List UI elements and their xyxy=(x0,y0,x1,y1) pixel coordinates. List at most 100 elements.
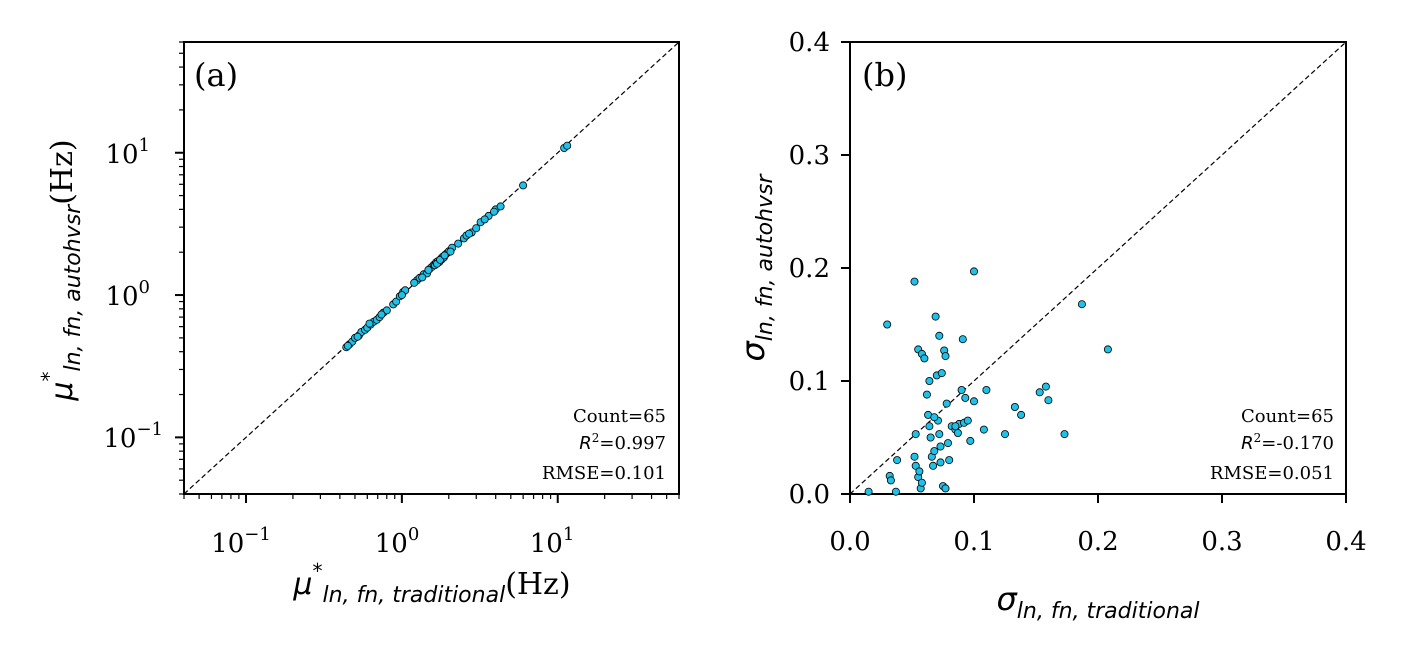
panel-a-point xyxy=(418,273,427,282)
panel-b-point xyxy=(937,369,946,378)
panel-b-point xyxy=(970,397,979,406)
panel-b-point xyxy=(941,484,950,493)
panel-b-point xyxy=(910,452,919,461)
panel-b-r2: R2=-0.170 xyxy=(1241,431,1334,454)
panel-b-point xyxy=(979,425,988,434)
panel-b-x-tick-labels: 0.0 0.1 0.2 0.3 0.4 xyxy=(829,527,1366,557)
panel-b-point xyxy=(1077,300,1086,309)
panel-b-point xyxy=(911,430,920,439)
panel-b-point xyxy=(1060,430,1069,439)
panel-a-r2-symbol: R xyxy=(579,433,592,454)
panel-b-ytick-3: 0.3 xyxy=(789,141,830,171)
panel-b-point xyxy=(893,456,902,465)
panel-b-point xyxy=(891,487,900,496)
panel-a-point xyxy=(382,306,391,315)
panel-a-ytick-1: 100 xyxy=(105,277,150,312)
panel-b-point xyxy=(970,267,979,276)
panel-b-point xyxy=(982,385,991,394)
panel-b-ytick-0: 0.0 xyxy=(789,480,830,510)
panel-a-point xyxy=(519,181,528,190)
panel-a-point xyxy=(496,202,505,211)
panel-b-xtick-2: 0.2 xyxy=(1077,527,1118,557)
panel-a-point xyxy=(343,341,352,350)
panel-b-xlabel: σln, fn, traditional xyxy=(997,580,1200,624)
panel-a-xtick-1: 100 xyxy=(375,524,420,559)
panel-a-frame xyxy=(183,41,680,495)
panel-b-stats: Count=65 R2=-0.170 RMSE=0.051 xyxy=(1210,406,1334,484)
panel-b-point xyxy=(931,312,940,321)
panel-a-point xyxy=(480,215,489,224)
panel-b-point xyxy=(1010,402,1019,411)
panel-a-point xyxy=(454,239,463,248)
panel-b-ticks xyxy=(841,41,1347,503)
panel-a-r2-value: =0.997 xyxy=(599,433,666,454)
panel-b-point xyxy=(935,430,944,439)
panel-b-point xyxy=(929,461,938,470)
panel-b-ytick-2: 0.2 xyxy=(789,254,830,284)
panel-b-r2-exp: 2 xyxy=(1254,431,1262,445)
panel-b-point xyxy=(951,422,960,431)
panel-a-point xyxy=(365,319,374,328)
panel-b-ytick-1: 0.1 xyxy=(789,367,830,397)
panel-b-point xyxy=(917,478,926,487)
panel-b-point xyxy=(945,456,954,465)
panel-b-point xyxy=(930,447,939,456)
panel-a-r2: R2=0.997 xyxy=(579,431,666,454)
panel-a-count: Count=65 xyxy=(573,406,666,427)
panel-b-ytick-4: 0.4 xyxy=(789,28,830,58)
panel-a-ytick-0: 10−1 xyxy=(103,419,163,454)
panel-a-xtick-0: 10−1 xyxy=(211,524,271,559)
panel-a-point xyxy=(353,332,362,341)
panel-b-point xyxy=(886,476,895,485)
panel-a-rmse: RMSE=0.101 xyxy=(542,463,666,484)
panel-a-ytick-2: 101 xyxy=(105,135,150,170)
panel-b-point xyxy=(1041,382,1050,391)
panel-b-ylabel: σln, fn, autohvsr xyxy=(734,173,778,362)
panel-b-point xyxy=(930,413,939,422)
panel-b-point xyxy=(1017,410,1026,419)
panel-b-point xyxy=(1035,388,1044,397)
panel-a-major-ticks xyxy=(175,151,559,503)
panel-a-point xyxy=(489,207,498,216)
panel-a-xtick-2: 101 xyxy=(530,524,575,559)
panel-b-point xyxy=(1044,396,1053,405)
panel-a-x-tick-labels: 10−1 100 101 xyxy=(211,524,574,559)
panel-b: (b) Count=65 R2=-0.170 RMSE=0.051 0.0 0.… xyxy=(734,28,1367,624)
panel-a-xlabel: μ*ln, fn, traditional(Hz) xyxy=(292,559,570,608)
panel-b-point xyxy=(911,461,920,470)
panel-a-r2-exp: 2 xyxy=(592,431,600,445)
panel-b-point xyxy=(925,376,934,385)
panel-b-point xyxy=(935,331,944,340)
panel-b-point xyxy=(941,352,950,361)
panel-b-xtick-0: 0.0 xyxy=(829,527,870,557)
panel-b-rmse: RMSE=0.051 xyxy=(1210,463,1334,484)
panel-b-xtick-3: 0.3 xyxy=(1201,527,1242,557)
panel-b-point xyxy=(883,320,892,329)
panel-a-point xyxy=(446,247,455,256)
panel-b-xtick-1: 0.1 xyxy=(953,527,994,557)
panel-a-point xyxy=(424,265,433,274)
panel-a-minor-ticks xyxy=(179,41,680,499)
panel-b-r2-value: =-0.170 xyxy=(1261,433,1334,454)
panel-a-point xyxy=(472,224,481,233)
panel-a-label: (a) xyxy=(194,56,238,94)
panel-b-point xyxy=(966,436,975,445)
panel-b-points xyxy=(864,267,1112,496)
panel-b-r2-symbol: R xyxy=(1241,433,1254,454)
panel-a-point xyxy=(397,291,406,300)
panel-b-count: Count=65 xyxy=(1241,406,1334,427)
panel-b-point xyxy=(920,354,929,363)
panel-b-point xyxy=(1001,430,1010,439)
panel-a-ylabel: μ*ln, fn, autohvsr(Hz) xyxy=(37,139,86,401)
panel-a: (a) Count=65 R2=0.997 RMSE=0.101 10−1 10… xyxy=(37,41,680,608)
panel-b-point xyxy=(936,442,945,451)
panel-a-point xyxy=(440,251,449,260)
panel-a-y-tick-labels: 10−1 100 101 xyxy=(103,135,163,454)
panel-b-point xyxy=(910,277,919,286)
panel-b-point xyxy=(922,390,931,399)
panel-b-point xyxy=(1103,345,1112,354)
panel-b-point xyxy=(942,399,951,408)
panel-a-stats: Count=65 R2=0.997 RMSE=0.101 xyxy=(542,406,666,484)
panel-a-point xyxy=(465,229,474,238)
